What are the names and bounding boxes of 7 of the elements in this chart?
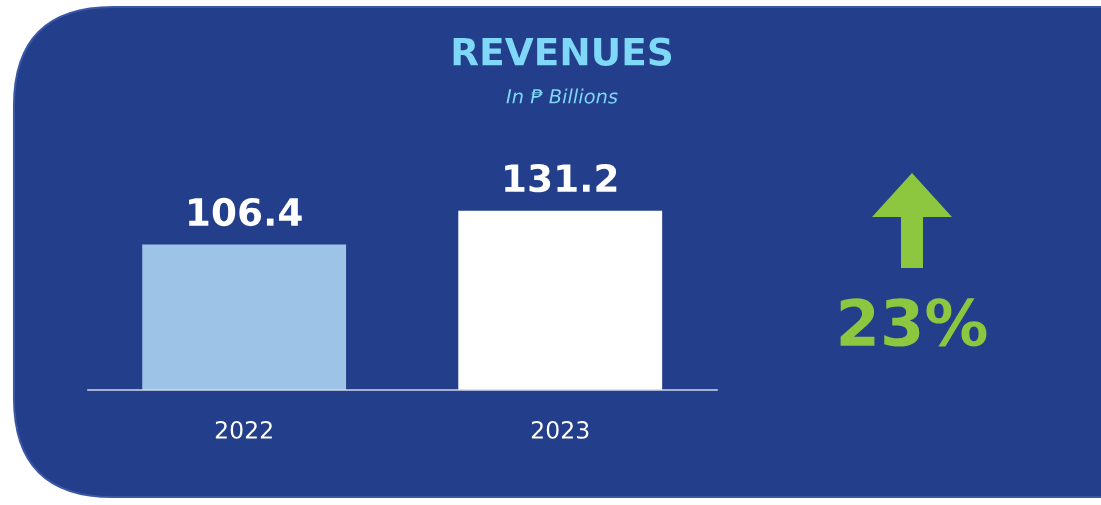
data-label: 131.2: [505, 163, 617, 193]
text: 23%: [840, 298, 987, 347]
x-tick-label: 2022: [215, 420, 272, 439]
chart-title: REVENUES: [453, 37, 672, 66]
x-tick-label: 2023: [531, 420, 589, 439]
data-label: 106.4: [189, 197, 302, 227]
chart-subtitle: In ₱ Billions: [506, 88, 618, 104]
